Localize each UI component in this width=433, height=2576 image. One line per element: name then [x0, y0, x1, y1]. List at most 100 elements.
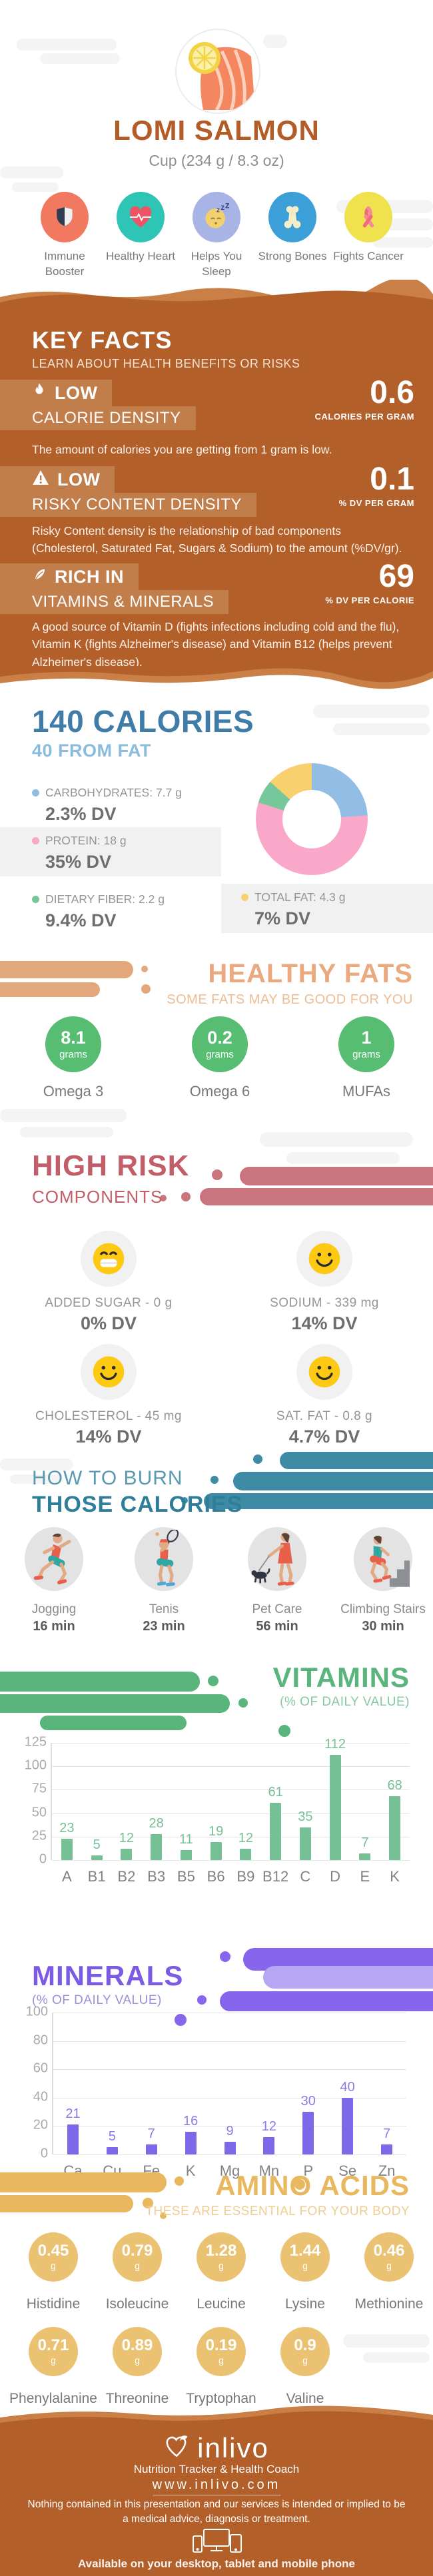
benefit-fights-cancer: Fights Cancer: [330, 192, 406, 264]
bar-value-label: 68: [387, 1778, 402, 1793]
vitamins-bar-chart: 0 25 50 75 100 125 23 5 12 28 11 19 12 61 35 112 7 68: [25, 1734, 410, 1866]
bar: [224, 2141, 236, 2154]
activity-label: Climbing Stairs: [340, 1602, 426, 1616]
blob-decoration: [233, 1472, 433, 1490]
bar: [299, 1827, 311, 1860]
amino-value: 0.89: [121, 2336, 153, 2354]
x-axis-label: B1: [87, 1868, 106, 1885]
bar-Fe: 7: [132, 2126, 171, 2154]
activity-duration: 30 min: [362, 1619, 404, 1634]
cloud-decoration: [313, 705, 430, 718]
y-tick-label: 60: [33, 2061, 48, 2076]
vitamins-subtitle: (% OF DAILY VALUE): [280, 1695, 410, 1709]
cloud-decoration: [260, 1132, 413, 1147]
risk-dv: 0% DV: [80, 1313, 137, 1333]
benefit-label: Strong Bones: [258, 250, 327, 262]
amino-label: Valine: [286, 2391, 324, 2406]
x-axis-label: B2: [117, 1868, 136, 1885]
bar: [210, 1842, 222, 1860]
section-title: KEY FACTS: [32, 326, 173, 354]
vitamins-title: VITAMINS: [272, 1662, 410, 1693]
mufas-value-badge: 1 grams: [332, 1014, 402, 1076]
benefit-label: Fights Cancer: [333, 250, 404, 262]
risk-dv: 4.7% DV: [288, 1427, 360, 1447]
y-axis: [52, 2013, 53, 2154]
legend-protein: PROTEIN: 18 g 35% DV: [32, 834, 127, 872]
gridline: [52, 1860, 410, 1861]
risk-dv: 14% DV: [291, 1313, 358, 1333]
bar: [121, 1849, 133, 1860]
minerals-x-axis: Ca Cu Fe K Mg Mn P Se Zn: [53, 2162, 406, 2180]
amino-label: Leucine: [197, 2296, 246, 2312]
risk-sodium: SODIUM - 339 mg 14% DV: [224, 1231, 424, 1334]
shield-icon: [41, 192, 89, 242]
bar-value-label: 12: [261, 2119, 277, 2134]
awareness-ribbon-icon: [344, 192, 392, 242]
cloud-decoration: [373, 237, 433, 248]
fact-unit: % DV PER GRAM: [338, 498, 414, 508]
activity-duration: 16 min: [33, 1619, 75, 1634]
bar-value-label: 23: [59, 1820, 75, 1835]
x-axis-label: Mg: [219, 2162, 240, 2179]
y-tick-label: 40: [33, 2089, 48, 2104]
phenylalanine-badge: 0.71 g: [23, 2323, 85, 2380]
amino-label: Phenylalanine: [9, 2391, 97, 2406]
gridline: [53, 2041, 406, 2042]
blob-decoration: [220, 1951, 230, 1962]
bar-value-label: 11: [179, 1831, 193, 1847]
svg-text:z: z: [220, 202, 224, 212]
blob-decoration: [0, 2195, 133, 2212]
y-tick-label: 25: [31, 1828, 47, 1843]
website-link[interactable]: www.inlivo.com: [152, 2477, 281, 2495]
bar-D: 112: [320, 1737, 350, 1860]
smile-smiley-icon: [296, 1231, 352, 1287]
amino-label: Histidine: [26, 2296, 81, 2312]
blob-decoration: [175, 2176, 184, 2186]
bar: [151, 1833, 163, 1860]
fiber-dot-icon: [32, 896, 39, 903]
bar-Cu: 5: [93, 2129, 132, 2154]
gridline: [52, 1813, 410, 1814]
bar-value-label: 9: [226, 2123, 234, 2138]
cloud-decoration: [363, 2352, 430, 2363]
activity-label: Jogging: [31, 1602, 77, 1616]
bar-value-label: 35: [298, 1809, 313, 1824]
bar-value-label: 12: [119, 1831, 134, 1846]
fat-dot-icon: [241, 894, 248, 901]
macro-label: PROTEIN: 18 g: [45, 834, 127, 847]
fact-unit: CALORIES PER GRAM: [314, 412, 414, 422]
amino-unit: g: [302, 2260, 308, 2271]
blob-decoration: [0, 1672, 200, 1692]
x-axis-label: Se: [338, 2162, 357, 2179]
x-axis-label: D: [330, 1868, 341, 1885]
sleeping-face-icon: z z z: [193, 192, 240, 242]
x-axis-label: B5: [177, 1868, 195, 1885]
bar: [263, 2137, 275, 2154]
bar: [145, 2144, 157, 2154]
bar-Se: 40: [328, 2080, 367, 2154]
bar: [180, 1849, 192, 1860]
blob-decoration: [141, 984, 151, 994]
bar: [67, 2124, 79, 2154]
fat-value: 0.2: [207, 1027, 232, 1048]
lysine-badge: 1.44 g: [275, 2228, 336, 2286]
bar-value-label: 61: [268, 1785, 283, 1800]
blob-decoration: [278, 1725, 290, 1737]
amino-value: 1.44: [289, 2242, 321, 2260]
blob-decoration: [0, 982, 100, 997]
cloud-decoration: [40, 53, 120, 64]
amino-unit: g: [51, 2260, 56, 2271]
amino-label: Lysine: [285, 2296, 325, 2312]
cloud-decoration: [0, 1109, 127, 1122]
omega6-value-badge: 0.2 grams: [185, 1014, 256, 1076]
risk-label: ADDED SUGAR - 0 g: [45, 1296, 173, 1310]
amino-value: 0.19: [205, 2336, 237, 2354]
bar-value-label: 7: [383, 2126, 391, 2142]
minerals-subtitle: (% OF DAILY VALUE): [32, 1993, 162, 2007]
blob-decoration: [40, 1716, 187, 1730]
legend-total-fat: TOTAL FAT: 4.3 g 7% DV: [241, 890, 346, 929]
bar-P: 30: [288, 2094, 328, 2154]
gridline: [53, 2154, 406, 2155]
y-axis: [51, 1743, 52, 1860]
fact-value: 0.1: [370, 462, 414, 497]
